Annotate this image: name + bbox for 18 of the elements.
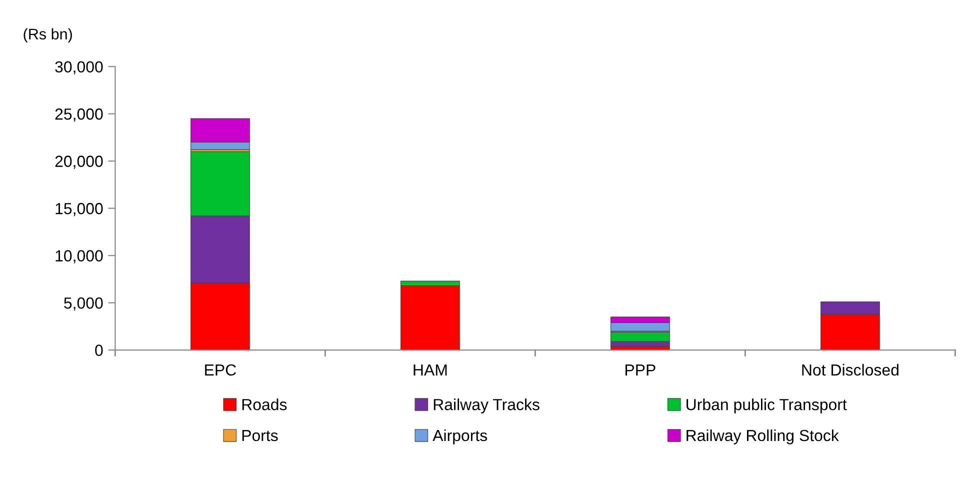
y-tick-label: 25,000 xyxy=(55,108,103,122)
y-axis-title: (Rs bn) xyxy=(24,28,72,42)
legend-label: Ports xyxy=(242,430,278,442)
y-tick-label: 0 xyxy=(95,344,103,356)
legend-label: Urban public Transport xyxy=(686,398,847,414)
x-tick-label: EPC xyxy=(205,364,236,376)
x-tick-label: PPP xyxy=(626,364,656,376)
y-tick-label: 5,000 xyxy=(64,297,103,311)
legend-label: Roads xyxy=(242,398,287,410)
y-tick-label: 15,000 xyxy=(56,202,103,216)
x-tick-label: Not Disclosed xyxy=(802,364,898,376)
legend-label: Railway Tracks xyxy=(434,398,540,414)
y-tick-label: 30,000 xyxy=(55,61,103,74)
legend-label: Railway Rolling Stock xyxy=(686,429,839,444)
legend-label: Airports xyxy=(432,429,488,444)
y-tick-label: 20,000 xyxy=(55,156,103,169)
y-tick-label: 10,000 xyxy=(56,250,103,264)
x-tick-label: HAM xyxy=(414,364,447,376)
